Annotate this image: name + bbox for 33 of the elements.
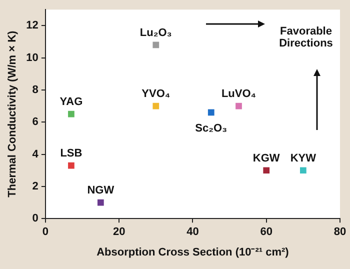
x-tick-label: 40 <box>186 226 199 238</box>
annotation: Favorable Directions <box>279 26 333 50</box>
y-tick-label: 8 <box>32 84 38 96</box>
point <box>208 109 214 116</box>
y-tick-label: 10 <box>26 52 38 64</box>
series-label: LSB <box>60 148 82 160</box>
x-tick-label: 80 <box>334 226 346 238</box>
point <box>68 110 74 118</box>
series-label: KYW <box>290 152 317 164</box>
series-label: YAG <box>60 96 83 108</box>
y-axis-title: Thermal Conductivity (W/m × K) <box>6 30 19 198</box>
series-label: Lu₂O₃ <box>140 26 172 39</box>
series-label: YVO₄ <box>142 88 170 100</box>
y-tick-label: 12 <box>26 20 38 32</box>
series-label: LuVO₄ <box>221 88 256 100</box>
point <box>300 167 306 174</box>
point <box>152 102 160 110</box>
point <box>152 42 160 48</box>
x-tick-label: 20 <box>112 226 126 238</box>
x-axis-title: Absorption Cross Section (10⁻²¹ cm²) <box>96 246 290 258</box>
x-tick-label: 60 <box>260 226 272 238</box>
y-tick-label: 2 <box>32 180 38 192</box>
series-label: KGW <box>252 152 280 164</box>
point <box>236 102 242 110</box>
point <box>263 167 270 174</box>
y-tick-label: 6 <box>32 116 38 128</box>
x-tick-label: 0 <box>42 226 48 238</box>
series-label: NGW <box>87 184 115 197</box>
point <box>68 162 74 169</box>
y-tick-label: 0 <box>32 212 38 225</box>
point <box>97 199 104 206</box>
y-tick-label: 4 <box>32 148 40 160</box>
series-label: Sc₂O₃ <box>195 122 228 134</box>
